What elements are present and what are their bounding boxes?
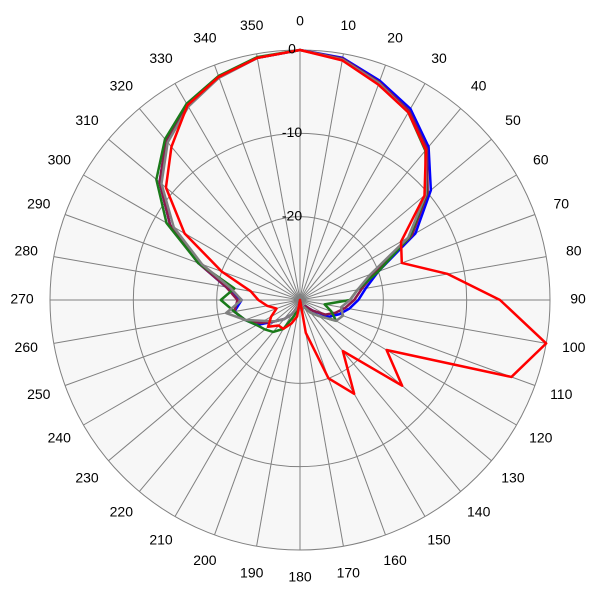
angle-label: 110	[550, 386, 573, 402]
angle-label: 70	[553, 196, 569, 212]
angle-label: 160	[383, 552, 407, 568]
angle-label: 20	[387, 29, 403, 45]
grid-spoke	[299, 299, 492, 462]
grid-spoke	[214, 64, 301, 301]
angle-label: 60	[533, 152, 549, 168]
angle-label: 120	[529, 430, 553, 446]
angle-label: 50	[505, 112, 521, 128]
grid-spoke	[299, 299, 462, 492]
angle-label: 40	[471, 78, 487, 94]
angle-label: 290	[27, 196, 51, 212]
angle-label: 340	[193, 29, 217, 45]
angle-label: 150	[427, 531, 451, 547]
angle-label: 140	[467, 504, 491, 520]
r-tick-label: 0	[288, 41, 296, 57]
grid-spoke	[214, 299, 301, 536]
grid-spoke	[299, 53, 344, 301]
angle-label: 0	[296, 13, 304, 29]
grid-spoke	[299, 83, 426, 301]
angle-label: 190	[240, 564, 264, 580]
grid-spoke	[174, 299, 301, 517]
angle-label: 10	[340, 17, 356, 33]
angle-label: 320	[110, 78, 134, 94]
angle-label: 100	[562, 339, 586, 355]
angle-label: 240	[48, 430, 72, 446]
grid-spoke	[64, 299, 301, 386]
angle-label: 220	[110, 504, 134, 520]
angle-label: 210	[149, 531, 173, 547]
grid-spoke	[299, 64, 386, 301]
angle-label: 90	[570, 291, 586, 307]
angle-label: 180	[288, 569, 312, 585]
angle-label: 260	[15, 339, 39, 355]
grid-spoke	[299, 214, 536, 301]
angle-label: 30	[431, 50, 447, 66]
angle-label: 80	[566, 242, 582, 258]
grid-spoke	[299, 299, 344, 547]
grid-spoke	[299, 299, 386, 536]
angle-label: 280	[15, 242, 39, 258]
r-tick-label: -10	[282, 124, 302, 140]
grid-spoke	[83, 174, 301, 301]
grid-spoke	[256, 53, 301, 301]
angle-label: 250	[27, 386, 51, 402]
grid-spoke	[256, 299, 301, 547]
angle-label: 200	[193, 552, 217, 568]
grid-spoke	[299, 108, 462, 301]
angle-label: 350	[240, 17, 264, 33]
angle-label: 130	[501, 469, 525, 485]
grid-spoke	[299, 256, 547, 301]
angle-label: 230	[75, 469, 99, 485]
grid-spoke	[299, 299, 426, 517]
grid-spoke	[64, 214, 301, 301]
grid-spoke	[174, 83, 301, 301]
grid-spoke	[53, 299, 301, 344]
angle-label: 310	[75, 112, 99, 128]
grid-spoke	[53, 256, 301, 301]
angle-label: 330	[149, 50, 173, 66]
grid-spoke	[299, 138, 492, 301]
angle-label: 270	[10, 291, 34, 307]
angle-label: 300	[48, 152, 72, 168]
grid-spoke	[108, 138, 301, 301]
series-line	[164, 48, 548, 396]
angle-label: 170	[337, 564, 361, 580]
r-tick-label: -20	[282, 207, 302, 223]
